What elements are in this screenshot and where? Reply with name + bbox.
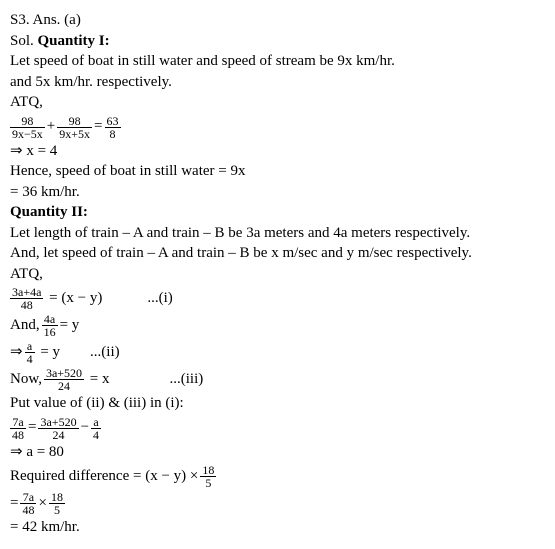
now-prefix: Now,: [10, 370, 42, 390]
answer-header: S3. Ans. (a): [10, 11, 545, 31]
fraction: 18 5: [200, 464, 216, 489]
required-diff-line: Required difference = (x − y) × 18 5: [10, 464, 545, 489]
put-value-line: Put value of (ii) & (iii) in (i):: [10, 394, 545, 414]
and-prefix: And,: [10, 316, 40, 336]
q2-text-2: And, let speed of train – A and train – …: [10, 244, 545, 264]
denominator: 4: [91, 429, 101, 441]
fraction: 63 8: [105, 115, 121, 140]
equation-1: 98 9x−5x + 98 9x+5x = 63 8: [10, 115, 545, 140]
numerator: a: [91, 416, 101, 429]
equation-rest: = (x − y) ...(i): [45, 289, 172, 309]
quantity1-label: Quantity I:: [38, 33, 110, 49]
equation-rest: = x ...(iii): [86, 370, 203, 390]
final-answer: = 42 km/hr.: [10, 518, 545, 538]
q2-text-1: Let length of train – A and train – B be…: [10, 224, 545, 244]
numerator: 63: [105, 115, 121, 128]
quantity2-label: Quantity II:: [10, 203, 545, 223]
atq-1: ATQ,: [10, 93, 545, 113]
q1-result-1: ⇒ x = 4: [10, 142, 545, 162]
plus-op: +: [47, 117, 55, 137]
fraction: 3a+520 24: [44, 367, 84, 392]
equals-op: =: [94, 117, 102, 137]
q1-text-1: Let speed of boat in still water and spe…: [10, 52, 545, 72]
result-a: ⇒ a = 80: [10, 443, 545, 463]
denominator: 24: [44, 380, 84, 392]
eq-prefix: =: [10, 494, 18, 514]
atq-2: ATQ,: [10, 265, 545, 285]
fraction: 7a 48: [10, 416, 26, 441]
fraction: 98 9x−5x: [10, 115, 45, 140]
numerator: 7a: [10, 416, 26, 429]
denominator: 24: [38, 429, 78, 441]
denominator: 8: [105, 128, 121, 140]
fraction: 4a 16: [42, 313, 58, 338]
denominator: 48: [10, 299, 43, 311]
numerator: 98: [57, 115, 92, 128]
arrow-prefix: ⇒: [10, 343, 23, 363]
equals-op: =: [28, 418, 36, 438]
minus-op: −: [81, 418, 89, 438]
fraction: 7a 48: [20, 491, 36, 516]
denominator: 48: [10, 429, 26, 441]
numerator: 98: [10, 115, 45, 128]
times-op: ×: [38, 494, 46, 514]
denominator: 5: [200, 477, 216, 489]
denominator: 9x+5x: [57, 128, 92, 140]
q1-result-3: = 36 km/hr.: [10, 183, 545, 203]
equation-rest: = y ...(ii): [37, 343, 120, 363]
sol-prefix: Sol.: [10, 33, 38, 49]
equation-3: And, 4a 16 = y: [10, 313, 545, 338]
req-prefix: Required difference = (x − y) ×: [10, 467, 198, 487]
denominator: 48: [20, 504, 36, 516]
denominator: 4: [25, 353, 35, 365]
equation-5: Now, 3a+520 24 = x ...(iii): [10, 367, 545, 392]
denominator: 9x−5x: [10, 128, 45, 140]
fraction: 3a+4a 48: [10, 286, 43, 311]
fraction: a 4: [25, 340, 35, 365]
q1-result-2: Hence, speed of boat in still water = 9x: [10, 162, 545, 182]
equation-6: 7a 48 = 3a+520 24 − a 4: [10, 416, 545, 441]
equation-rest: = y: [60, 316, 80, 336]
equation-2: 3a+4a 48 = (x − y) ...(i): [10, 286, 545, 311]
denominator: 5: [49, 504, 65, 516]
fraction: 3a+520 24: [38, 416, 78, 441]
fraction: a 4: [91, 416, 101, 441]
numerator: 3a+520: [38, 416, 78, 429]
q1-text-2: and 5x km/hr. respectively.: [10, 73, 545, 93]
solution-line: Sol. Quantity I:: [10, 32, 545, 52]
fraction: 18 5: [49, 491, 65, 516]
equation-4: ⇒ a 4 = y ...(ii): [10, 340, 545, 365]
fraction: 98 9x+5x: [57, 115, 92, 140]
denominator: 16: [42, 326, 58, 338]
equation-8: = 7a 48 × 18 5: [10, 491, 545, 516]
